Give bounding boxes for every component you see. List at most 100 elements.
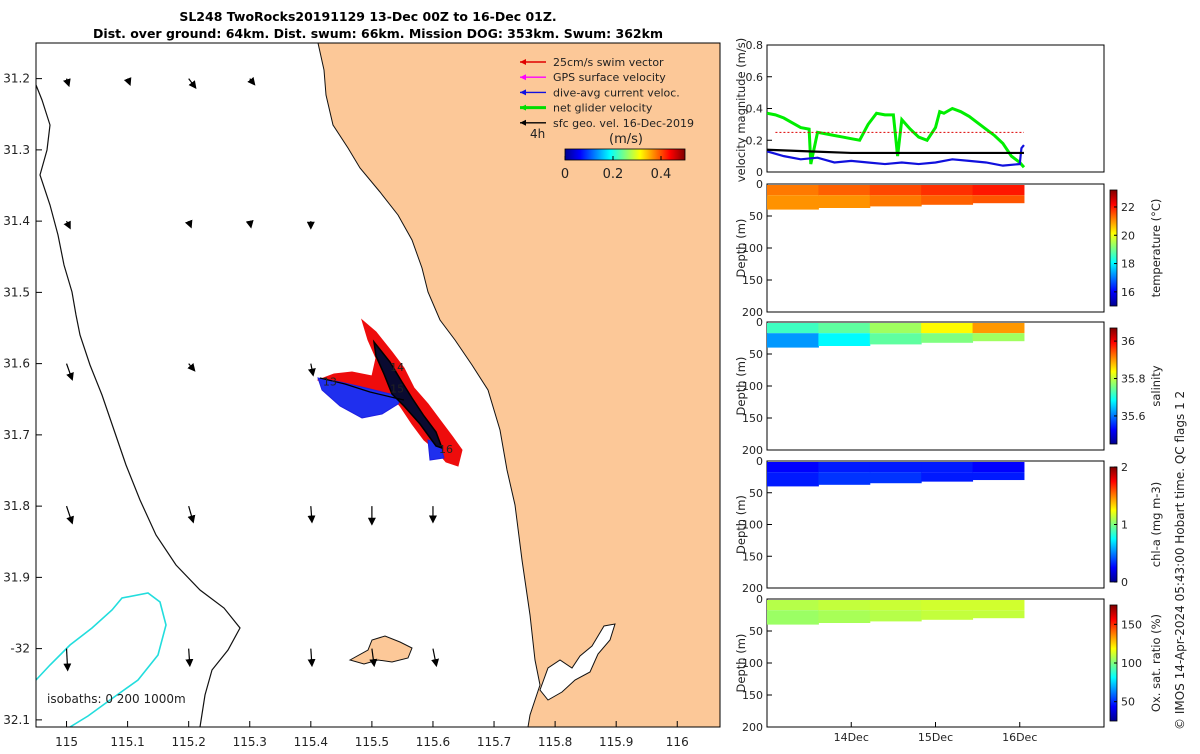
section-cell (869, 323, 922, 334)
section-colorbar-tick-label: 1 (1121, 519, 1128, 532)
map-colorbar (564, 148, 686, 161)
map-ytick-label: 31.9 (3, 570, 30, 584)
legend-arrowhead (520, 119, 526, 126)
section-cell (972, 462, 1025, 473)
map-xtick-label: 115.1 (110, 735, 144, 749)
net-velocity-core (372, 339, 444, 450)
legend-entry: GPS surface velocity (553, 71, 666, 84)
section-cell (972, 333, 1025, 342)
section-ytick-label: 0 (756, 455, 763, 468)
section-ylabel: Depth (m) (734, 495, 748, 554)
section-cell (818, 462, 871, 473)
map-ytick-label: 31.5 (3, 285, 30, 299)
section-ytick-label: 100 (742, 657, 763, 670)
section-cell (869, 600, 922, 611)
velocity-panel: velocity magnitude (m/s) 0 0.2 0.4 0.6 0.8 (734, 38, 1105, 182)
geostrophic-vector (65, 505, 74, 525)
section-cell (869, 185, 922, 196)
map-subtitle: Dist. over ground: 64km. Dist. swum: 66k… (93, 26, 663, 41)
map-xtick-label: 115.6 (416, 735, 450, 749)
map-frame (35, 42, 721, 728)
section-colorbar-tick-label: 18 (1121, 258, 1135, 271)
map-xtick-label: 115.4 (294, 735, 328, 749)
legend-arrowhead (520, 74, 526, 81)
section-ytick-label: 150 (742, 689, 763, 702)
section-cell (921, 462, 974, 473)
section-cell (869, 333, 922, 345)
map-axes: 115 115.1 115.2 115.3 115.4 115.5 115.6 115.7 11… (3, 72, 688, 749)
velocity-series-line (767, 144, 1025, 167)
map-xtick-label: 115.9 (599, 735, 633, 749)
section-cell (972, 323, 1025, 334)
section-cell (767, 333, 819, 348)
map-xtick-label: 115.5 (355, 735, 389, 749)
geostrophic-vector (369, 648, 378, 668)
section-cell (921, 185, 974, 196)
map-colorbar-tick-label: 0.4 (651, 167, 672, 182)
section-cell (972, 195, 1025, 204)
section-cell (921, 600, 974, 611)
map-xtick-label: 115.8 (538, 735, 572, 749)
velocity-ytick-label: 0.8 (746, 39, 764, 52)
section-colorbar-tick-label: 2 (1121, 461, 1128, 474)
footer-credit: © IMOS 14-Apr-2024 05:43:00 Hobart time.… (1173, 391, 1187, 730)
map-xtick-label: 115.7 (477, 735, 511, 749)
map-xtick-label: 115.2 (171, 735, 205, 749)
geostrophic-vector (307, 506, 316, 524)
legend-entry: dive-avg current veloc. (553, 86, 680, 99)
section-colorbar-tick-label: 0 (1121, 576, 1128, 589)
section-ytick-label: 200 (742, 306, 763, 319)
time-tick-label: 16Dec (1002, 731, 1037, 744)
section-ytick-label: 100 (742, 380, 763, 393)
section-colorbar (1109, 189, 1118, 307)
section-colorbar-tick-label: 35.8 (1121, 373, 1146, 386)
section-cell (869, 610, 922, 622)
map-xtick-label: 115.3 (233, 735, 267, 749)
section-cell (972, 472, 1025, 481)
section-cell (869, 462, 922, 473)
section-cell (972, 600, 1025, 611)
map-ytick-label: 31.8 (3, 499, 30, 513)
geostrophic-vector (245, 219, 254, 229)
track-day-labels: 13 14 15 16 (323, 361, 453, 456)
velocity-ytick-label: 0.4 (746, 103, 764, 116)
section-cell (972, 610, 1025, 619)
section-ytick-label: 50 (749, 348, 763, 361)
map-legend: 25cm/s swim vector GPS surface velocity di… (520, 56, 694, 130)
section-panel: 0 50 100 150 200 Depth (m) 16 18 20 22 temperature… (734, 178, 1163, 319)
section-ytick-label: 200 (742, 444, 763, 457)
section-cell (767, 472, 819, 487)
section-cell (921, 472, 974, 482)
section-ytick-label: 100 (742, 519, 763, 532)
track-day-label: 13 (323, 375, 337, 388)
geostrophic-vector (187, 505, 196, 524)
section-colorbar-tick-label: 20 (1121, 229, 1135, 242)
section-panel: 0 50 100 150 200 Depth (m) 35.6 35.8 36 salinity (734, 316, 1163, 457)
map-xtick-label: 115 (55, 735, 78, 749)
section-cell (767, 195, 819, 210)
section-ylabel: Depth (m) (734, 634, 748, 693)
section-ylabel: Depth (m) (734, 357, 748, 416)
section-ylabel: Depth (m) (734, 219, 748, 278)
map-ytick-label: 31.2 (3, 72, 30, 86)
isobaths-label: isobaths: 0 200 1000m (47, 692, 186, 706)
time-scale-label: 4h (530, 127, 545, 141)
section-ytick-label: 150 (742, 274, 763, 287)
section-cell (767, 185, 819, 196)
map-ytick-label: 31.4 (3, 214, 30, 228)
velocity-series (767, 106, 1026, 169)
isobath-200m (36, 84, 241, 727)
section-ytick-label: 0 (756, 593, 763, 606)
sfc-velocity-line (319, 377, 405, 401)
legend-arrowhead (520, 59, 526, 65)
section-cell (818, 185, 871, 196)
section-colorbar-label: Ox. sat. ratio (%) (1149, 614, 1163, 712)
section-ytick-label: 50 (749, 625, 763, 638)
map-colorbar-ticks: 0 0.2 0.4 (561, 156, 671, 182)
track-day-label: 14 (390, 361, 404, 374)
geostrophic-vector (63, 78, 71, 88)
section-cell (818, 600, 871, 611)
section-cell (767, 462, 819, 473)
section-ytick-label: 0 (756, 316, 763, 329)
